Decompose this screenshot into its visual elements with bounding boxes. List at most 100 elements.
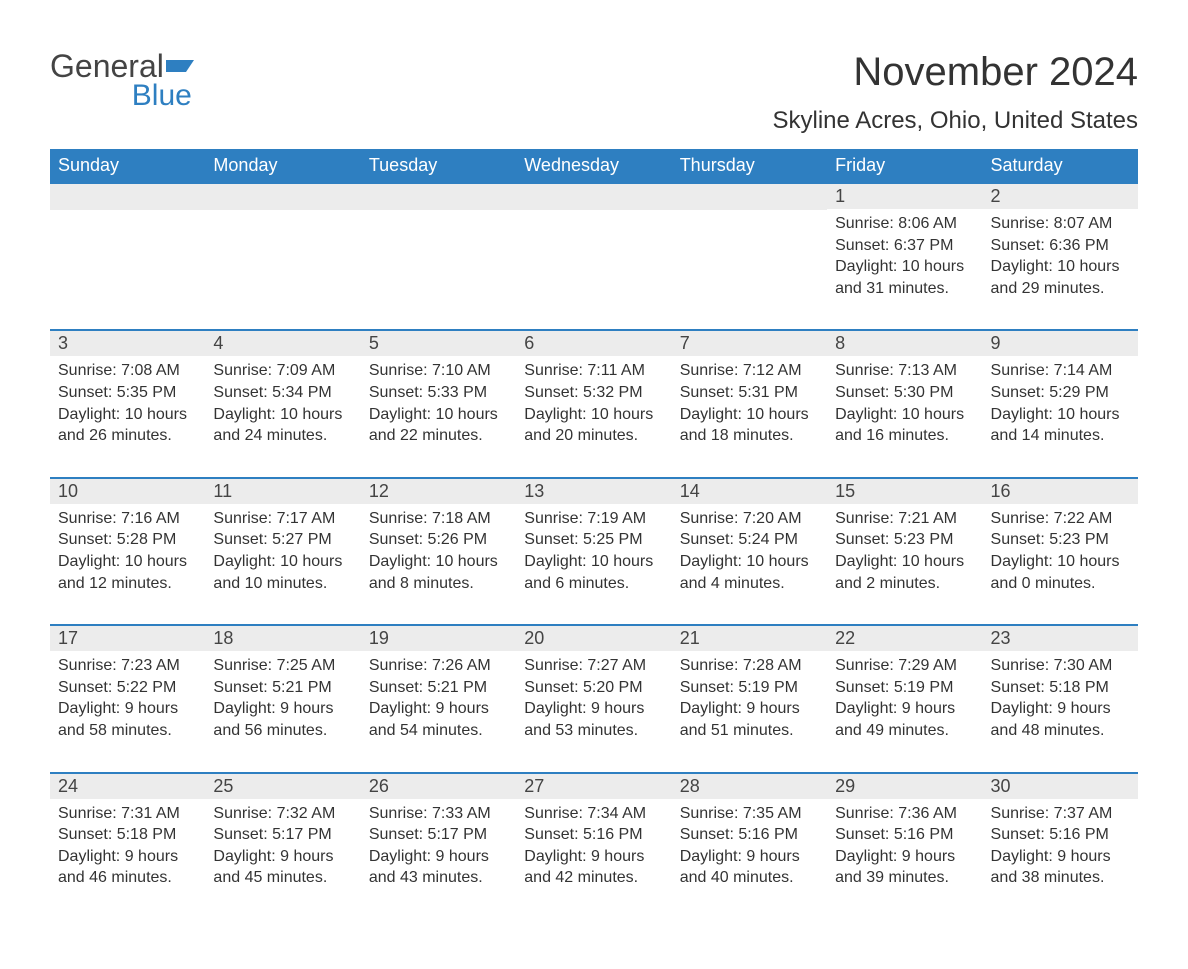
daylight-text: Daylight: 10 hours and 31 minutes. [835,256,974,299]
day-content: Sunrise: 7:25 AMSunset: 5:21 PMDaylight:… [205,651,360,771]
day-cell: 4Sunrise: 7:09 AMSunset: 5:34 PMDaylight… [205,330,360,477]
daylight-text: Daylight: 10 hours and 22 minutes. [369,404,508,447]
sunrise-text: Sunrise: 7:10 AM [369,360,508,382]
daylight-text: Daylight: 10 hours and 0 minutes. [991,551,1130,594]
sunrise-text: Sunrise: 7:19 AM [524,508,663,530]
month-title: November 2024 [772,50,1138,95]
day-cell [516,183,671,330]
sunrise-text: Sunrise: 8:06 AM [835,213,974,235]
sunset-text: Sunset: 6:37 PM [835,235,974,257]
sunset-text: Sunset: 5:26 PM [369,529,508,551]
day-content: Sunrise: 7:10 AMSunset: 5:33 PMDaylight:… [361,356,516,476]
day-number: 22 [827,626,982,651]
week-row: 17Sunrise: 7:23 AMSunset: 5:22 PMDayligh… [50,625,1138,772]
day-content: Sunrise: 7:35 AMSunset: 5:16 PMDaylight:… [672,799,827,919]
day-content: Sunrise: 7:16 AMSunset: 5:28 PMDaylight:… [50,504,205,624]
sunset-text: Sunset: 5:32 PM [524,382,663,404]
day-content: Sunrise: 7:19 AMSunset: 5:25 PMDaylight:… [516,504,671,624]
daylight-text: Daylight: 9 hours and 40 minutes. [680,846,819,889]
day-content: Sunrise: 7:29 AMSunset: 5:19 PMDaylight:… [827,651,982,771]
day-header-row: SundayMondayTuesdayWednesdayThursdayFrid… [50,149,1138,183]
sunrise-text: Sunrise: 7:33 AM [369,803,508,825]
daylight-text: Daylight: 9 hours and 49 minutes. [835,698,974,741]
day-header: Sunday [50,149,205,183]
day-cell: 6Sunrise: 7:11 AMSunset: 5:32 PMDaylight… [516,330,671,477]
sunset-text: Sunset: 5:20 PM [524,677,663,699]
sunset-text: Sunset: 5:17 PM [213,824,352,846]
day-content: Sunrise: 7:08 AMSunset: 5:35 PMDaylight:… [50,356,205,476]
day-number: 30 [983,774,1138,799]
sunrise-text: Sunrise: 7:34 AM [524,803,663,825]
day-number: 4 [205,331,360,356]
title-block: November 2024 Skyline Acres, Ohio, Unite… [772,50,1138,135]
daylight-text: Daylight: 10 hours and 12 minutes. [58,551,197,594]
day-cell: 29Sunrise: 7:36 AMSunset: 5:16 PMDayligh… [827,773,982,919]
day-header: Monday [205,149,360,183]
day-number-empty [516,184,671,210]
day-number-empty [50,184,205,210]
day-content: Sunrise: 7:32 AMSunset: 5:17 PMDaylight:… [205,799,360,919]
day-cell: 7Sunrise: 7:12 AMSunset: 5:31 PMDaylight… [672,330,827,477]
sunrise-text: Sunrise: 7:11 AM [524,360,663,382]
sunset-text: Sunset: 5:19 PM [835,677,974,699]
sunset-text: Sunset: 5:18 PM [991,677,1130,699]
day-cell: 16Sunrise: 7:22 AMSunset: 5:23 PMDayligh… [983,478,1138,625]
sunset-text: Sunset: 5:27 PM [213,529,352,551]
sunset-text: Sunset: 5:21 PM [369,677,508,699]
sunrise-text: Sunrise: 7:21 AM [835,508,974,530]
day-content: Sunrise: 7:23 AMSunset: 5:22 PMDaylight:… [50,651,205,771]
day-cell: 1Sunrise: 8:06 AMSunset: 6:37 PMDaylight… [827,183,982,330]
daylight-text: Daylight: 9 hours and 53 minutes. [524,698,663,741]
day-number: 9 [983,331,1138,356]
day-content: Sunrise: 7:37 AMSunset: 5:16 PMDaylight:… [983,799,1138,919]
day-content: Sunrise: 7:22 AMSunset: 5:23 PMDaylight:… [983,504,1138,624]
sunrise-text: Sunrise: 7:26 AM [369,655,508,677]
sunset-text: Sunset: 5:18 PM [58,824,197,846]
day-number: 23 [983,626,1138,651]
day-cell: 2Sunrise: 8:07 AMSunset: 6:36 PMDaylight… [983,183,1138,330]
day-number: 6 [516,331,671,356]
sunrise-text: Sunrise: 7:08 AM [58,360,197,382]
day-cell: 9Sunrise: 7:14 AMSunset: 5:29 PMDaylight… [983,330,1138,477]
day-number: 21 [672,626,827,651]
day-cell: 11Sunrise: 7:17 AMSunset: 5:27 PMDayligh… [205,478,360,625]
day-header: Friday [827,149,982,183]
day-number: 25 [205,774,360,799]
day-number: 11 [205,479,360,504]
day-content: Sunrise: 7:30 AMSunset: 5:18 PMDaylight:… [983,651,1138,771]
daylight-text: Daylight: 10 hours and 14 minutes. [991,404,1130,447]
day-number: 12 [361,479,516,504]
calendar-table: SundayMondayTuesdayWednesdayThursdayFrid… [50,149,1138,919]
day-cell [205,183,360,330]
sunset-text: Sunset: 5:33 PM [369,382,508,404]
logo-text-2: Blue [50,81,192,111]
day-number: 13 [516,479,671,504]
day-number: 28 [672,774,827,799]
sunrise-text: Sunrise: 7:30 AM [991,655,1130,677]
sunrise-text: Sunrise: 7:18 AM [369,508,508,530]
daylight-text: Daylight: 9 hours and 51 minutes. [680,698,819,741]
day-number: 3 [50,331,205,356]
day-cell: 14Sunrise: 7:20 AMSunset: 5:24 PMDayligh… [672,478,827,625]
sunrise-text: Sunrise: 7:32 AM [213,803,352,825]
day-number: 14 [672,479,827,504]
day-content: Sunrise: 7:20 AMSunset: 5:24 PMDaylight:… [672,504,827,624]
day-cell: 21Sunrise: 7:28 AMSunset: 5:19 PMDayligh… [672,625,827,772]
day-cell: 25Sunrise: 7:32 AMSunset: 5:17 PMDayligh… [205,773,360,919]
daylight-text: Daylight: 9 hours and 38 minutes. [991,846,1130,889]
sunset-text: Sunset: 5:31 PM [680,382,819,404]
sunrise-text: Sunrise: 7:31 AM [58,803,197,825]
daylight-text: Daylight: 9 hours and 42 minutes. [524,846,663,889]
day-number: 26 [361,774,516,799]
day-cell: 18Sunrise: 7:25 AMSunset: 5:21 PMDayligh… [205,625,360,772]
sunset-text: Sunset: 5:25 PM [524,529,663,551]
sunset-text: Sunset: 5:35 PM [58,382,197,404]
day-cell: 22Sunrise: 7:29 AMSunset: 5:19 PMDayligh… [827,625,982,772]
daylight-text: Daylight: 10 hours and 16 minutes. [835,404,974,447]
day-number: 15 [827,479,982,504]
sunrise-text: Sunrise: 7:29 AM [835,655,974,677]
week-row: 1Sunrise: 8:06 AMSunset: 6:37 PMDaylight… [50,183,1138,330]
sunset-text: Sunset: 5:16 PM [524,824,663,846]
day-number: 17 [50,626,205,651]
day-content: Sunrise: 7:12 AMSunset: 5:31 PMDaylight:… [672,356,827,476]
